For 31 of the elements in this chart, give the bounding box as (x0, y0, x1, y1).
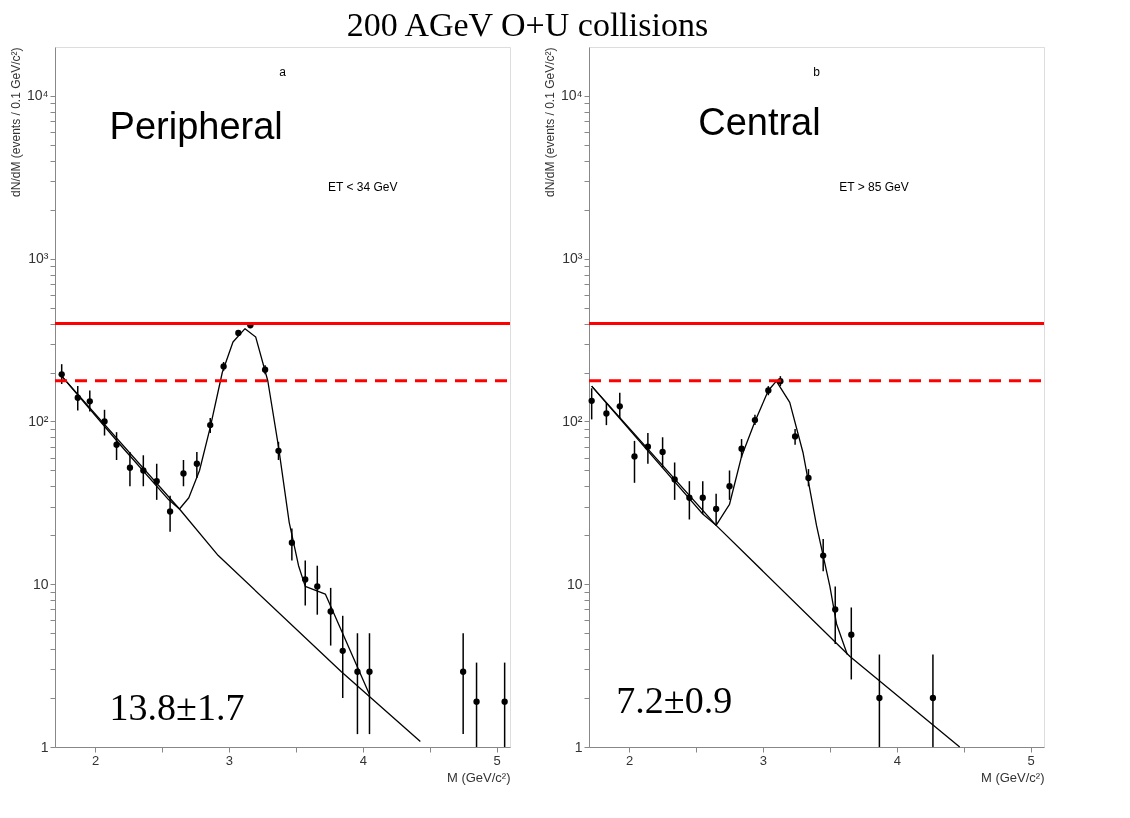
y-tick-label: 10 (32, 575, 49, 592)
annotation: ET > 85 GeV (839, 180, 909, 194)
chart-title: 200 AGeV O+U collisions (346, 5, 709, 43)
x-tick-label: 2 (626, 752, 634, 768)
y-axis-title: dN/dM (events / 0.1 GeV/c²) (542, 47, 557, 197)
annotation: 13.8±1.7 (109, 685, 245, 728)
annotation: ET < 34 GeV (328, 180, 398, 194)
y-axis-title: dN/dM (events / 0.1 GeV/c²) (8, 47, 23, 197)
x-axis-title: M (GeV/c²) (980, 769, 1045, 785)
y-tick-label: 1 (40, 738, 49, 755)
annotation: b (813, 64, 821, 79)
x-tick-label: 3 (759, 752, 768, 768)
annotation: Central (698, 101, 821, 143)
y-tick-label: 10³ (28, 250, 49, 267)
annotation: a (279, 64, 287, 79)
y-tick-label: 10⁴ (560, 87, 583, 104)
y-tick-label: 10² (28, 413, 49, 429)
x-tick-label: 5 (493, 752, 501, 768)
annotation: Peripheral (109, 104, 283, 147)
x-tick-label: 4 (893, 752, 901, 768)
y-tick-label: 10⁴ (26, 87, 49, 104)
x-axis-title: M (GeV/c²) (446, 769, 511, 785)
annotation: 7.2±0.9 (616, 678, 733, 721)
y-tick-label: 10 (566, 575, 583, 592)
x-tick-label: 4 (359, 752, 367, 768)
y-tick-label: 1 (574, 738, 583, 755)
y-tick-label: 10² (562, 413, 583, 429)
x-tick-label: 2 (92, 752, 100, 768)
x-tick-label: 5 (1027, 752, 1035, 768)
x-tick-label: 3 (225, 752, 234, 768)
y-tick-label: 10³ (562, 250, 583, 267)
